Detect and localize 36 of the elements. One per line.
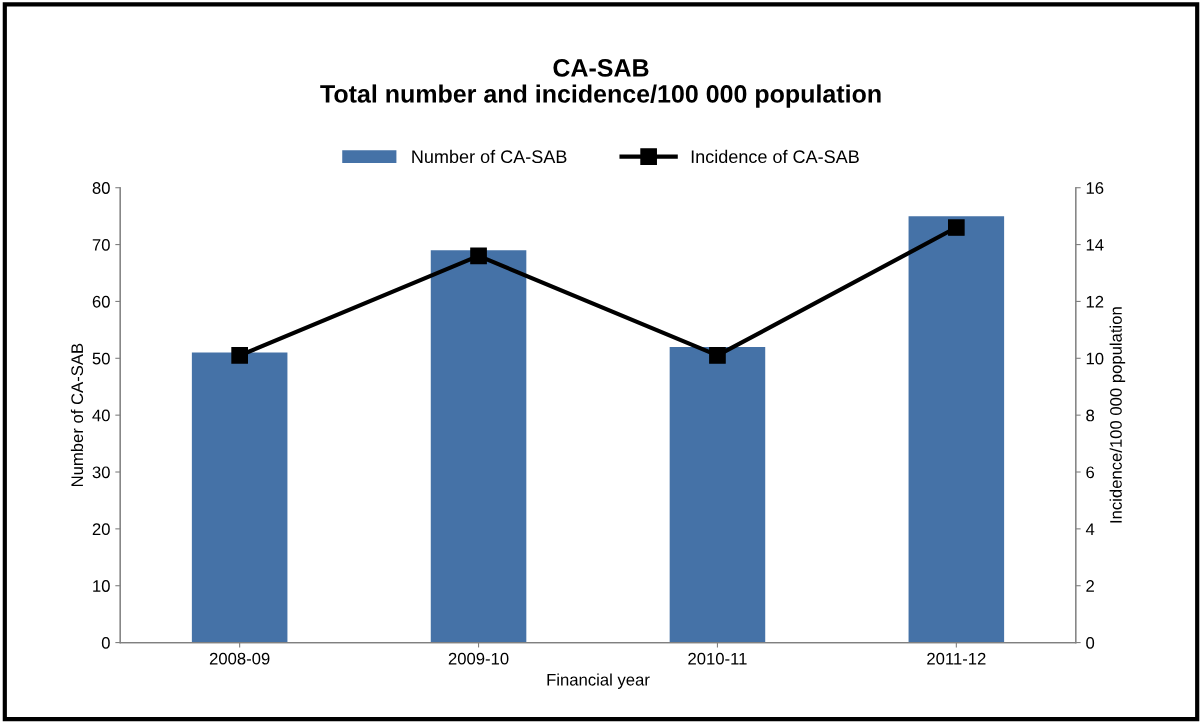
y2-tick-label: 4 (1085, 523, 1095, 535)
y2-tick-label: 2 (1086, 580, 1094, 592)
y-tick-label: 0 (101, 636, 110, 649)
legend-label: Incidence of CA-SAB (691, 149, 859, 164)
y2-tick-label: 16 (1086, 182, 1104, 194)
y2-tick-label: 6 (1086, 466, 1095, 479)
y-tick-label: 40 (92, 409, 110, 422)
y2-tick-label: 10 (1086, 352, 1104, 365)
bar (430, 250, 527, 643)
y-tick-label: 20 (92, 523, 110, 536)
x-tick-label: 2010-11 (688, 652, 747, 665)
bar (191, 352, 288, 643)
x-tick-label: 2011-12 (927, 652, 986, 665)
y-tick-label: 30 (92, 466, 110, 479)
x-axis-title: Financial year (547, 673, 650, 689)
bar (669, 346, 766, 643)
y2-tick-label: 12 (1086, 295, 1104, 308)
point (948, 219, 965, 236)
legend-label: Number of CA-SAB (412, 149, 567, 164)
y-tick-label: 70 (92, 238, 110, 251)
point (231, 347, 248, 364)
x-tick-label: 2009-10 (448, 652, 509, 665)
x-tick-label: 2008-09 (209, 652, 270, 665)
y-axis-title: Number of CA-SAB (70, 343, 84, 487)
y-tick-label: 60 (92, 295, 110, 308)
y-tick-label: 50 (92, 352, 110, 365)
point (470, 247, 487, 265)
y2-axis-title: Incidence/100 000 population (1109, 307, 1126, 523)
y2-tick-label: 14 (1086, 239, 1104, 251)
y2-tick-label: 0 (1086, 636, 1095, 649)
bar (908, 216, 1005, 643)
y2-tick-label: 8 (1086, 409, 1095, 422)
y-tick-label: 10 (93, 580, 110, 592)
chart-title: CA-SAB Total number and incidence/100 000 population (320, 59, 881, 108)
point (709, 347, 726, 364)
y-tick-label: 80 (92, 182, 110, 194)
